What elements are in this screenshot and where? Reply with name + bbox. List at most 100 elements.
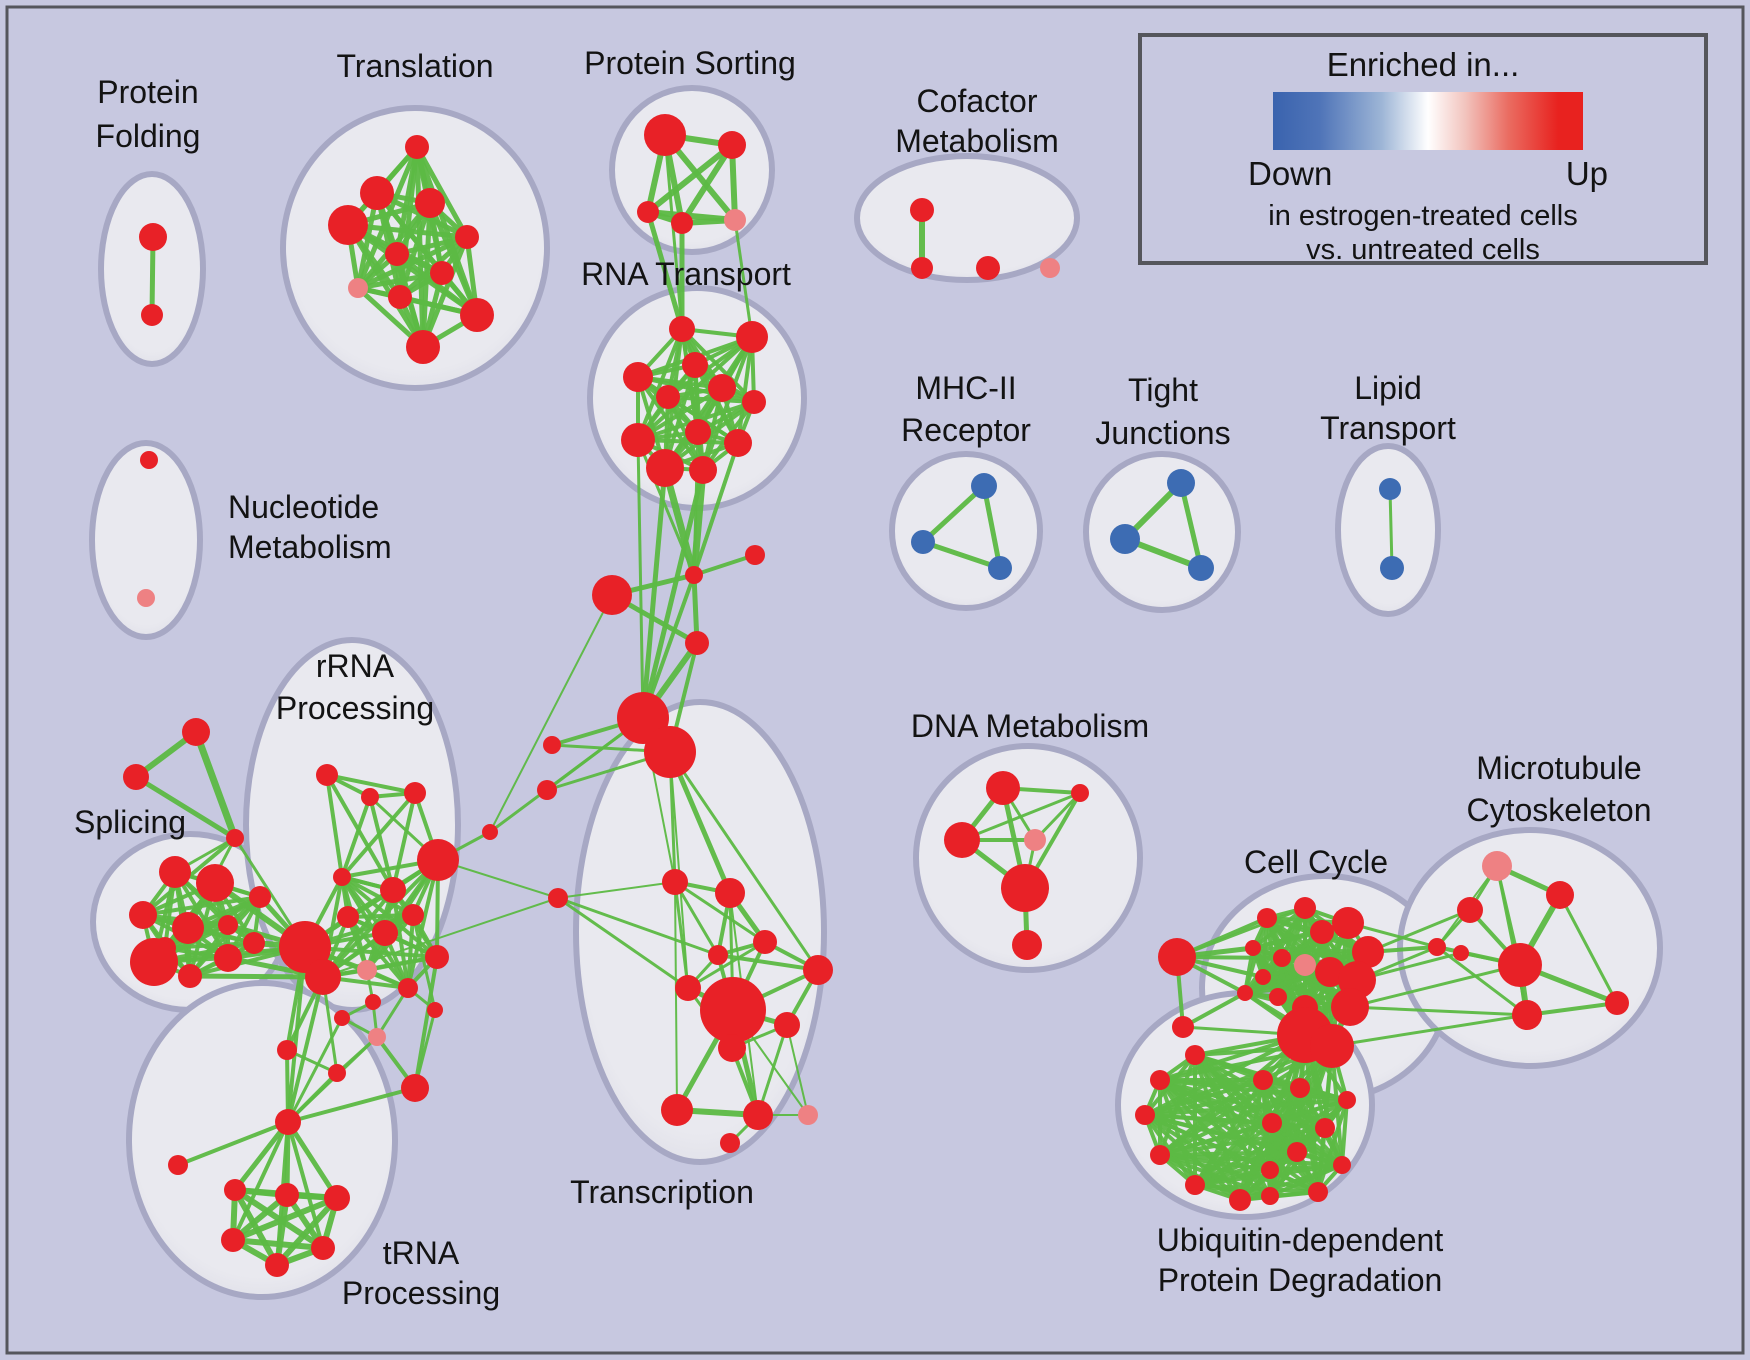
- node-up: [196, 864, 234, 902]
- node-up: [388, 285, 412, 309]
- node-up: [277, 1040, 297, 1060]
- node-up: [1338, 1091, 1356, 1109]
- edge: [340, 795, 372, 879]
- legend-gradient-bar: [1273, 92, 1583, 150]
- edge: [1388, 487, 1394, 570]
- node-up: [685, 419, 711, 445]
- node-up: [715, 878, 745, 908]
- edge: [1158, 1078, 1327, 1130]
- edge: [1193, 1053, 1320, 1194]
- node-down: [1380, 556, 1404, 580]
- cluster-label-rna-transport: RNA Transport: [581, 256, 791, 292]
- edge: [1348, 1005, 1529, 1017]
- edge: [668, 750, 820, 972]
- edge: [176, 1120, 290, 1167]
- node-weak-up: [1482, 851, 1512, 881]
- edge: [733, 218, 754, 339]
- node-up: [218, 915, 238, 935]
- node-up: [1498, 943, 1542, 987]
- node-up: [360, 176, 394, 210]
- edge: [1143, 1113, 1272, 1198]
- node-up: [130, 938, 178, 986]
- cluster-label-mhc-ii-receptor: MHC-II Receptor: [901, 370, 1031, 448]
- node-up: [1229, 1189, 1251, 1211]
- edge: [636, 375, 756, 404]
- node-up: [1012, 930, 1042, 960]
- node-up: [159, 856, 191, 888]
- node-up: [743, 1100, 773, 1130]
- edge: [636, 375, 705, 472]
- node-up: [742, 390, 766, 414]
- edge: [1558, 893, 1619, 1005]
- node-up: [685, 631, 709, 655]
- node-up: [415, 188, 445, 218]
- node-up: [1185, 1175, 1205, 1195]
- cluster-label-lipid-transport: Lipid Transport: [1320, 370, 1456, 446]
- node-up: [708, 945, 728, 965]
- node-up: [1185, 1045, 1205, 1065]
- cluster-ellipse-transcription: [573, 699, 827, 1165]
- edge: [736, 335, 754, 445]
- node-up: [265, 1253, 289, 1277]
- node-up: [1605, 991, 1629, 1015]
- node-up: [1001, 864, 1049, 912]
- cluster-label-transcription: Transcription: [570, 1174, 754, 1210]
- edge: [286, 1086, 417, 1124]
- node-up: [123, 764, 149, 790]
- cluster-ellipse-lipid-transport: [1335, 443, 1441, 617]
- node-up: [1428, 938, 1446, 956]
- edge: [1435, 945, 1529, 1017]
- cluster-label-cofactor-metabolism: Cofactor Metabolism: [895, 83, 1059, 159]
- cluster-label-protein-folding: Protein Folding: [96, 74, 201, 154]
- node-up: [178, 964, 202, 988]
- cluster-label-trna-processing: tRNA Processing: [342, 1235, 500, 1311]
- node-up: [405, 135, 429, 159]
- node-up: [430, 261, 454, 285]
- edge: [673, 880, 690, 990]
- edge: [489, 594, 613, 833]
- edge: [636, 438, 645, 720]
- node-up: [675, 975, 701, 1001]
- edge: [1158, 1078, 1344, 1167]
- edge: [556, 896, 690, 990]
- node-up: [221, 1228, 245, 1252]
- node-up: [333, 868, 351, 886]
- node-down: [988, 556, 1012, 580]
- legend-title: Enriched in...: [1326, 46, 1520, 83]
- node-up: [404, 782, 426, 804]
- edge: [1348, 963, 1522, 1009]
- cluster-label-rrna-processing: rRNA Processing: [276, 648, 434, 726]
- edge: [645, 142, 735, 215]
- edge: [556, 896, 720, 957]
- node-up: [425, 945, 449, 969]
- edge: [1193, 1053, 1344, 1167]
- node-up: [372, 920, 398, 946]
- node-weak-up: [368, 1028, 386, 1046]
- edge: [340, 791, 417, 879]
- node-up: [1287, 1142, 1307, 1162]
- node-weak-up: [798, 1105, 818, 1125]
- cluster-label-splicing: Splicing: [74, 804, 186, 840]
- edge: [1143, 1113, 1242, 1202]
- node-up: [1315, 1118, 1335, 1138]
- node-up: [1071, 784, 1089, 802]
- edge: [232, 1119, 291, 1193]
- edge: [640, 467, 706, 721]
- node-up: [662, 869, 688, 895]
- node-up: [328, 1064, 346, 1082]
- edge: [340, 875, 415, 917]
- node-up: [1453, 945, 1469, 961]
- node-up: [182, 718, 210, 746]
- node-up: [1172, 1016, 1194, 1038]
- node-up: [1237, 985, 1253, 1001]
- edge: [274, 1195, 340, 1268]
- node-up: [172, 912, 204, 944]
- edge: [679, 142, 735, 226]
- node-up: [592, 575, 632, 615]
- node-up: [1294, 897, 1316, 919]
- node-up: [644, 114, 686, 156]
- node-up: [417, 839, 459, 881]
- node-down: [1167, 469, 1195, 497]
- edge: [406, 913, 415, 990]
- node-up: [401, 1074, 429, 1102]
